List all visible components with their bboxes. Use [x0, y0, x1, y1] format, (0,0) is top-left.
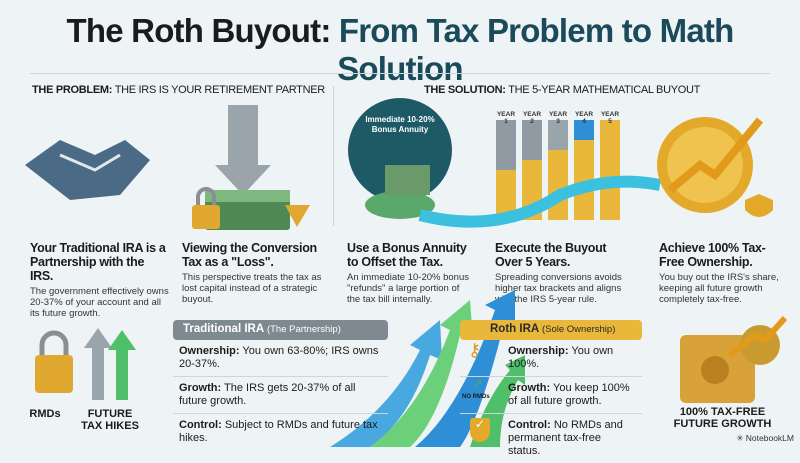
roth-row-control: ✓ Control: No RMDs and permanent tax-free…	[460, 414, 642, 463]
roth-ira-card: Roth IRA (Sole Ownership) ⚷ Ownership: Yo…	[460, 320, 642, 463]
problem-col-1: Your Traditional IRA is a Partnership wi…	[30, 241, 169, 319]
traditional-row-ownership: Ownership: You own 63-80%; IRS owns 20-3…	[173, 340, 388, 377]
notebooklm-brand: ✳ NotebookLM	[736, 433, 794, 443]
bar-chart-icon	[496, 120, 620, 220]
solution-col-3: Achieve 100% Tax-Free Ownership. You buy …	[659, 241, 779, 305]
roth-row-ownership: ⚷ Ownership: You own 100%.	[460, 340, 642, 377]
problem-header: THE PROBLEM: THE IRS IS YOUR RETIREMENT …	[32, 84, 325, 96]
year-label: YEAR 5	[600, 111, 620, 125]
rmds-label: RMDs	[29, 408, 61, 420]
down-arrow-icon	[285, 205, 310, 227]
year-label: YEAR 3	[548, 111, 568, 125]
divider	[333, 86, 334, 226]
traditional-ira-header: Traditional IRA (The Partnership)	[173, 320, 388, 340]
page-title: The Roth Buyout: From Tax Problem to Mat…	[66, 12, 735, 87]
shield-check-icon: ✓	[470, 418, 490, 442]
year-label: YEAR 2	[522, 111, 542, 125]
solution-header: THE SOLUTION: THE 5-YEAR MATHEMATICAL BU…	[424, 84, 701, 96]
future-tax-hikes-label: FUTURE TAX HIKES	[81, 408, 139, 432]
solution-col-2: Execute the Buyout Over 5 Years. Spreadin…	[495, 241, 622, 305]
padlock-icon	[35, 330, 73, 393]
key-icon: ⚷	[468, 340, 482, 360]
tax-free-growth-label: 100% TAX-FREE FUTURE GROWTH	[673, 406, 772, 430]
bonus-annuity-badge: Immediate 10-20% Bonus Annuity	[365, 115, 435, 134]
traditional-ira-card: Traditional IRA (The Partnership) Owners…	[173, 320, 388, 450]
divider	[30, 73, 770, 74]
trend-up-icon: ↗	[472, 376, 483, 391]
year-labels: YEAR 1 YEAR 2 YEAR 3 YEAR 4 YEAR 5	[496, 111, 620, 125]
year-label: YEAR 4	[574, 111, 594, 125]
solution-col-1: Use a Bonus Annuity to Offset the Tax. An…	[347, 241, 469, 305]
lock-icon	[192, 187, 220, 229]
traditional-row-growth: Growth: The IRS gets 20-37% of all futur…	[173, 377, 388, 414]
rmds-tax-icons	[35, 328, 136, 400]
roth-row-growth: NO RMDs ↗ Growth: You keep 100% of all fut…	[460, 377, 642, 414]
down-arrow-icon	[215, 105, 271, 195]
bonus-annuity-icon	[348, 98, 452, 219]
handshake-icon	[25, 140, 150, 200]
illustrations	[25, 98, 773, 230]
traditional-row-control: Control: Subject to RMDs and future tax …	[179, 419, 378, 444]
gold-coin-icon	[657, 117, 773, 217]
up-down-arrows-icon	[84, 328, 136, 400]
year-label: YEAR 1	[496, 111, 516, 125]
flow-arrow-icon	[418, 175, 662, 228]
roth-ira-header: Roth IRA (Sole Ownership)	[460, 320, 642, 340]
money-stack-icon	[205, 190, 290, 230]
problem-col-2: Viewing the Conversion Tax as a "Loss". T…	[182, 241, 322, 305]
safe-tree-icon	[680, 315, 788, 403]
no-rmds-icon: NO RMDs	[462, 394, 490, 400]
